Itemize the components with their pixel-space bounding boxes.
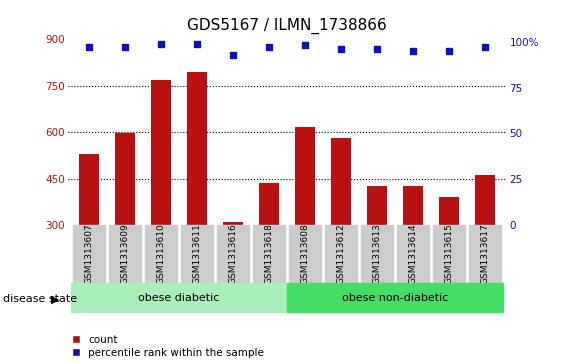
Text: GSM1313609: GSM1313609 <box>120 224 129 285</box>
Bar <box>151 79 171 225</box>
Bar <box>259 183 279 225</box>
Point <box>337 46 346 52</box>
Bar <box>115 133 135 225</box>
Text: GSM1313608: GSM1313608 <box>301 224 310 285</box>
Point <box>193 41 202 46</box>
Point <box>373 46 382 52</box>
Point <box>409 48 418 54</box>
Bar <box>367 186 387 225</box>
Point <box>265 44 274 50</box>
Text: GSM1313613: GSM1313613 <box>373 224 382 285</box>
Bar <box>433 225 465 283</box>
Bar <box>224 222 243 225</box>
Point <box>157 41 166 46</box>
Text: GSM1313611: GSM1313611 <box>193 224 202 285</box>
Point <box>445 48 454 54</box>
Bar <box>181 225 213 283</box>
Text: obese non-diabetic: obese non-diabetic <box>342 293 448 303</box>
Bar <box>361 225 394 283</box>
Text: GSM1313617: GSM1313617 <box>481 224 490 285</box>
Text: obese diabetic: obese diabetic <box>138 293 220 303</box>
Bar <box>253 225 285 283</box>
Bar <box>439 197 459 225</box>
Point <box>120 44 129 50</box>
Bar <box>469 225 501 283</box>
Bar <box>287 283 503 312</box>
Bar <box>325 225 358 283</box>
Bar <box>187 72 207 225</box>
Bar <box>295 127 315 225</box>
Bar <box>289 225 321 283</box>
Text: GSM1313612: GSM1313612 <box>337 224 346 285</box>
Text: GSM1313616: GSM1313616 <box>229 224 238 285</box>
Text: GSM1313610: GSM1313610 <box>157 224 166 285</box>
Text: GSM1313607: GSM1313607 <box>84 224 93 285</box>
Bar <box>71 283 287 312</box>
Text: disease state: disease state <box>3 294 77 305</box>
Point <box>481 44 490 50</box>
Bar <box>217 225 249 283</box>
Bar <box>331 138 351 225</box>
Point <box>301 42 310 48</box>
Bar <box>397 225 430 283</box>
Bar <box>475 175 495 225</box>
Point <box>229 52 238 57</box>
Text: ▶: ▶ <box>51 294 59 305</box>
Text: GSM1313618: GSM1313618 <box>265 224 274 285</box>
Text: GSM1313614: GSM1313614 <box>409 224 418 285</box>
Bar <box>109 225 141 283</box>
Bar <box>403 186 423 225</box>
Bar <box>145 225 177 283</box>
Point <box>84 44 93 50</box>
Bar <box>79 154 99 225</box>
Bar <box>73 225 105 283</box>
Title: GDS5167 / ILMN_1738866: GDS5167 / ILMN_1738866 <box>187 17 387 33</box>
Text: GSM1313615: GSM1313615 <box>445 224 454 285</box>
Legend: count, percentile rank within the sample: count, percentile rank within the sample <box>73 335 264 358</box>
